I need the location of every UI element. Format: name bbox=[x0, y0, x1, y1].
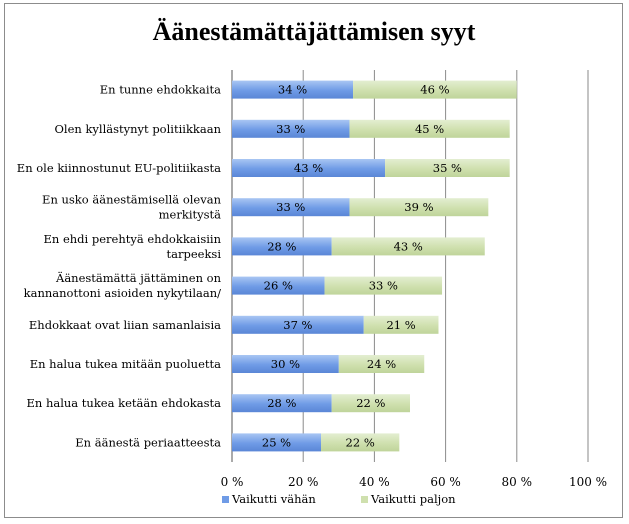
chart-title: Äänestämättäjättämisen syyt bbox=[153, 17, 476, 46]
legend-swatch bbox=[222, 496, 229, 503]
data-label: 34 % bbox=[278, 83, 307, 97]
data-label: 37 % bbox=[283, 318, 312, 332]
bar-vaikutti-vahan bbox=[232, 315, 364, 334]
bar-vaikutti-vahan bbox=[232, 394, 332, 413]
category-label: En halua tukea mitään puoluetta bbox=[30, 357, 221, 371]
category-label: En tunne ehdokkaita bbox=[100, 83, 221, 97]
data-label: 25 % bbox=[262, 435, 291, 449]
data-label: 39 % bbox=[404, 200, 433, 214]
bar-vaikutti-vahan bbox=[232, 276, 325, 295]
data-label: 22 % bbox=[356, 396, 385, 410]
bar-vaikutti-vahan bbox=[232, 433, 321, 452]
bar-vaikutti-vahan bbox=[232, 159, 386, 177]
data-label: 43 % bbox=[394, 239, 423, 253]
data-label: 33 % bbox=[276, 122, 305, 136]
category-label: En ehdi perehtyä ehdokkaisiin tarpeeksi bbox=[43, 232, 221, 261]
bar-vaikutti-paljon bbox=[338, 355, 425, 373]
bar-vaikutti-vahan bbox=[232, 198, 350, 217]
category-label: En ole kiinnostunut EU-politiikasta bbox=[17, 161, 221, 175]
data-label: 28 % bbox=[267, 239, 296, 253]
category-label: En halua tukea ketään ehdokasta bbox=[26, 396, 221, 410]
data-label: 33 % bbox=[369, 279, 398, 293]
bar-vaikutti-paljon bbox=[349, 198, 489, 217]
data-label: 30 % bbox=[271, 357, 300, 371]
bar-vaikutti-vahan bbox=[232, 237, 332, 256]
category-label: En äänestä periaatteesta bbox=[75, 435, 221, 449]
legend: Vaikutti vähän Vaikutti paljon bbox=[222, 492, 456, 506]
bar-vaikutti-paljon bbox=[363, 315, 439, 334]
data-label: 28 % bbox=[267, 396, 296, 410]
bar-vaikutti-vahan bbox=[232, 80, 354, 99]
x-axis-ticks: 0 % 20 % 40 % 60 % 80 % 100 % bbox=[221, 475, 607, 489]
category-label: En usko äänestämisellä olevan merkitystä bbox=[42, 193, 222, 222]
bar-vaikutti-paljon bbox=[349, 119, 510, 138]
bar-vaikutti-vahan bbox=[232, 119, 350, 138]
category-label: Ehdokkaat ovat liian samanlaisia bbox=[29, 318, 221, 332]
legend-swatch bbox=[361, 496, 368, 503]
category-label: Olen kyllästynyt politiikkaan bbox=[54, 122, 221, 136]
x-tick-label: 40 % bbox=[359, 475, 390, 489]
data-label: 26 % bbox=[264, 279, 293, 293]
bars: 34 % 46 % 33 % 45 % 43 % 35 % 33 % 39 % 28 % 43 %… bbox=[232, 80, 517, 452]
x-tick-label: 100 % bbox=[569, 475, 607, 489]
x-tick-label: 20 % bbox=[288, 475, 319, 489]
bar-vaikutti-paljon bbox=[385, 159, 510, 177]
legend-label: Vaikutti paljon bbox=[370, 492, 456, 506]
bar-vaikutti-paljon bbox=[324, 276, 443, 295]
x-tick-label: 60 % bbox=[430, 475, 461, 489]
data-label: 22 % bbox=[346, 435, 375, 449]
x-tick-label: 0 % bbox=[221, 475, 244, 489]
data-label: 45 % bbox=[415, 122, 444, 136]
data-label: 46 % bbox=[420, 83, 449, 97]
bar-vaikutti-paljon bbox=[331, 237, 485, 256]
data-label: 35 % bbox=[433, 161, 462, 175]
bar-vaikutti-paljon bbox=[353, 80, 517, 99]
bar-vaikutti-paljon bbox=[331, 394, 410, 413]
category-label: Äänestämättä jättäminen on kannanottoni a… bbox=[24, 271, 222, 300]
data-label: 33 % bbox=[276, 200, 305, 214]
bar-vaikutti-paljon bbox=[321, 433, 400, 452]
data-label: 21 % bbox=[386, 318, 415, 332]
legend-label: Vaikutti vähän bbox=[231, 492, 316, 506]
data-label: 24 % bbox=[367, 357, 396, 371]
bar-vaikutti-vahan bbox=[232, 355, 339, 373]
category-labels: En tunne ehdokkaita Olen kyllästynyt poli… bbox=[17, 83, 222, 450]
data-label: 43 % bbox=[294, 161, 323, 175]
x-tick-label: 80 % bbox=[502, 475, 533, 489]
